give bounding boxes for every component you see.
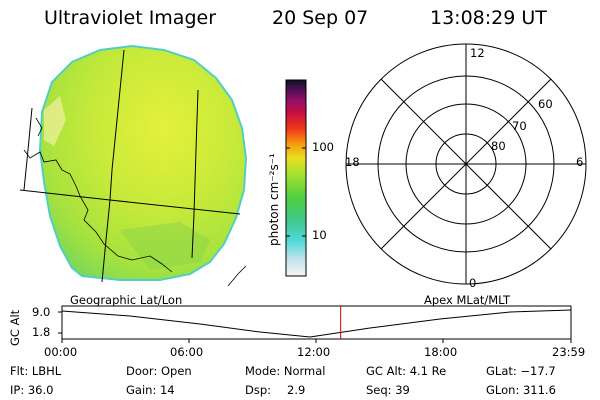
geographic-title: Geographic Lat/Lon <box>70 293 183 307</box>
colorbar-unit-label: photon cm⁻²s⁻¹ <box>267 153 281 246</box>
coastline <box>23 149 173 273</box>
color-bar <box>285 79 307 277</box>
xtick-2359: 23:59 <box>552 345 586 359</box>
mlat-label-60: 60 <box>538 97 553 111</box>
uv-image-disk <box>38 44 248 281</box>
uv-image <box>19 44 248 287</box>
altitude-panel <box>58 305 572 343</box>
glat-info: GLat: −17.7 <box>486 364 556 378</box>
altitude-curve <box>61 309 572 338</box>
mlat-label-70: 70 <box>512 119 527 133</box>
colorbar-tick-100: 100 <box>312 140 334 154</box>
dsp-value: 2.9 <box>287 383 306 397</box>
dsp-label: Dsp: <box>245 383 272 397</box>
instrument-title: Ultraviolet Imager <box>44 7 217 29</box>
mlt-label-18: 18 <box>345 155 360 169</box>
mlt-label-0: 0 <box>469 276 477 290</box>
polar-grid <box>345 43 587 285</box>
altitude-ytick-1-8: 1.8 <box>32 325 51 339</box>
altitude-ylabel: GC Alt <box>8 309 22 346</box>
gain-info: Gain: 14 <box>126 383 175 397</box>
door-info: Door: Open <box>126 364 192 378</box>
mlt-label-6: 6 <box>576 155 584 169</box>
xtick-0000: 00:00 <box>44 345 78 359</box>
xtick-1800: 18:00 <box>424 345 458 359</box>
glon-info: GLon: 311.6 <box>486 383 556 397</box>
altitude-ytick-9: 9.0 <box>32 305 51 319</box>
filter-info: Flt: LBHL <box>10 364 62 378</box>
seq-info: Seq: 39 <box>366 383 410 397</box>
xtick-1200: 12:00 <box>297 345 331 359</box>
date-label: 20 Sep 07 <box>272 7 369 29</box>
mode-info: Mode: Normal <box>245 364 326 378</box>
mlat-label-80: 80 <box>491 139 506 153</box>
time-label: 13:08:29 UT <box>430 7 547 29</box>
apex-title: Apex MLat/MLT <box>424 293 511 307</box>
mlt-label-12: 12 <box>470 46 485 60</box>
colorbar-tick-10: 10 <box>312 228 327 242</box>
gc-alt-info: GC Alt: 4.1 Re <box>366 364 447 378</box>
xtick-0600: 06:00 <box>170 345 204 359</box>
ip-info: IP: 36.0 <box>10 383 54 397</box>
